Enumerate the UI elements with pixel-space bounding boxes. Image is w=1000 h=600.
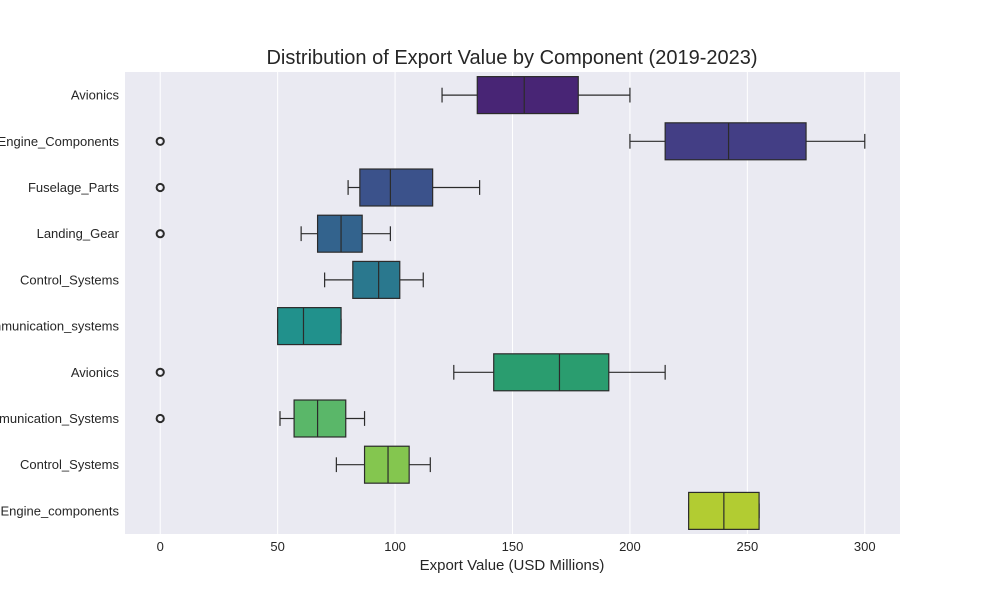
y-tick-label: Control_Systems xyxy=(20,272,119,287)
iqr-box xyxy=(316,214,363,253)
chart-title: Distribution of Export Value by Componen… xyxy=(266,47,757,69)
y-tick-label: Avionics xyxy=(71,88,120,103)
box-group xyxy=(155,214,391,253)
iqr-box xyxy=(493,353,610,392)
box-group xyxy=(277,307,342,346)
outlier-point xyxy=(155,182,165,193)
box-group xyxy=(688,491,760,530)
y-tick-label: Communication_Systems xyxy=(0,411,119,426)
y-tick-labels: Avionics Engine_Components Fuselage_Parts L… xyxy=(0,88,120,519)
box-group xyxy=(155,122,866,161)
iqr-box xyxy=(664,122,807,161)
x-tick-label: 200 xyxy=(619,539,641,554)
iqr-box xyxy=(277,307,342,346)
boxes xyxy=(155,76,866,530)
outlier-point xyxy=(155,413,165,424)
y-tick-label: Engine_Components xyxy=(0,134,119,149)
y-tick-label: Control_Systems xyxy=(20,457,119,472)
iqr-box xyxy=(352,260,401,299)
x-tick-label: 150 xyxy=(502,539,524,554)
box-group xyxy=(155,353,666,392)
y-tick-label: Communication_systems xyxy=(0,319,119,334)
x-tick-label: 0 xyxy=(157,539,164,554)
box-group xyxy=(324,260,424,299)
iqr-box xyxy=(363,445,410,484)
outlier-point xyxy=(155,367,165,377)
x-tick-label: 50 xyxy=(270,539,284,554)
gridlines xyxy=(159,72,866,534)
box-group xyxy=(335,445,431,484)
x-tick-labels: 0 50 100 150 200 250 300 xyxy=(157,539,876,554)
outlier-point xyxy=(155,136,165,146)
iqr-box xyxy=(476,76,579,115)
box-group xyxy=(155,168,481,207)
x-axis-label: Export Value (USD Millions) xyxy=(420,557,605,574)
iqr-box xyxy=(359,168,434,207)
outlier-point xyxy=(155,229,165,239)
y-tick-label: Avionics xyxy=(71,365,120,380)
y-tick-label: Fuselage_Parts xyxy=(28,180,120,195)
y-tick-label: Landing_Gear xyxy=(37,226,120,241)
iqr-box xyxy=(293,399,347,438)
x-tick-label: 250 xyxy=(736,539,758,554)
x-tick-label: 100 xyxy=(384,539,406,554)
box-group xyxy=(155,399,366,438)
box-group xyxy=(441,76,631,115)
x-tick-label: 300 xyxy=(854,539,876,554)
y-tick-label: Engine_components xyxy=(0,503,119,518)
